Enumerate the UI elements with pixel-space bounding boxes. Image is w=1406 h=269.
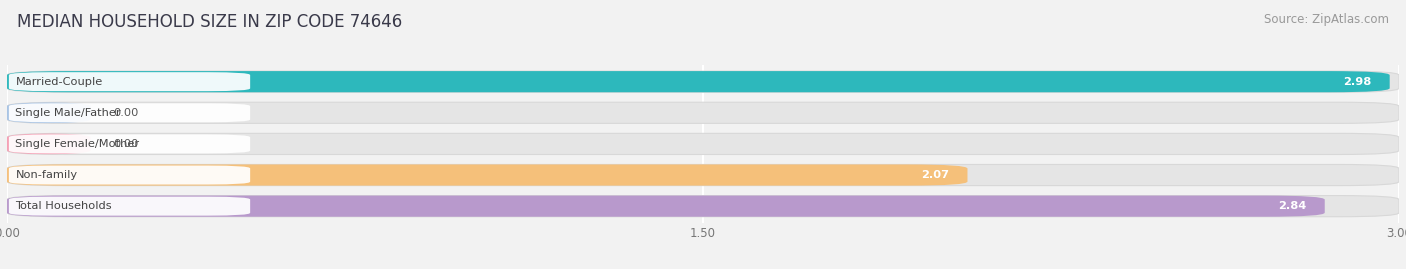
Text: 2.84: 2.84	[1278, 201, 1306, 211]
FancyBboxPatch shape	[7, 164, 967, 186]
Text: 0.00: 0.00	[114, 108, 139, 118]
Text: Married-Couple: Married-Couple	[15, 77, 103, 87]
FancyBboxPatch shape	[7, 102, 90, 123]
FancyBboxPatch shape	[8, 165, 250, 185]
FancyBboxPatch shape	[7, 196, 1324, 217]
Text: 0.00: 0.00	[114, 139, 139, 149]
Text: Single Female/Mother: Single Female/Mother	[15, 139, 139, 149]
FancyBboxPatch shape	[7, 133, 90, 154]
FancyBboxPatch shape	[8, 197, 250, 216]
FancyBboxPatch shape	[7, 71, 1399, 92]
Text: 2.98: 2.98	[1343, 77, 1371, 87]
FancyBboxPatch shape	[7, 133, 1399, 154]
FancyBboxPatch shape	[7, 164, 1399, 186]
Text: 2.07: 2.07	[921, 170, 949, 180]
FancyBboxPatch shape	[8, 134, 250, 153]
FancyBboxPatch shape	[7, 196, 1399, 217]
Text: Source: ZipAtlas.com: Source: ZipAtlas.com	[1264, 13, 1389, 26]
Text: Single Male/Father: Single Male/Father	[15, 108, 121, 118]
Text: Total Households: Total Households	[15, 201, 112, 211]
FancyBboxPatch shape	[8, 103, 250, 122]
FancyBboxPatch shape	[7, 102, 1399, 123]
Text: Non-family: Non-family	[15, 170, 77, 180]
Text: MEDIAN HOUSEHOLD SIZE IN ZIP CODE 74646: MEDIAN HOUSEHOLD SIZE IN ZIP CODE 74646	[17, 13, 402, 31]
FancyBboxPatch shape	[8, 72, 250, 91]
FancyBboxPatch shape	[7, 71, 1389, 92]
